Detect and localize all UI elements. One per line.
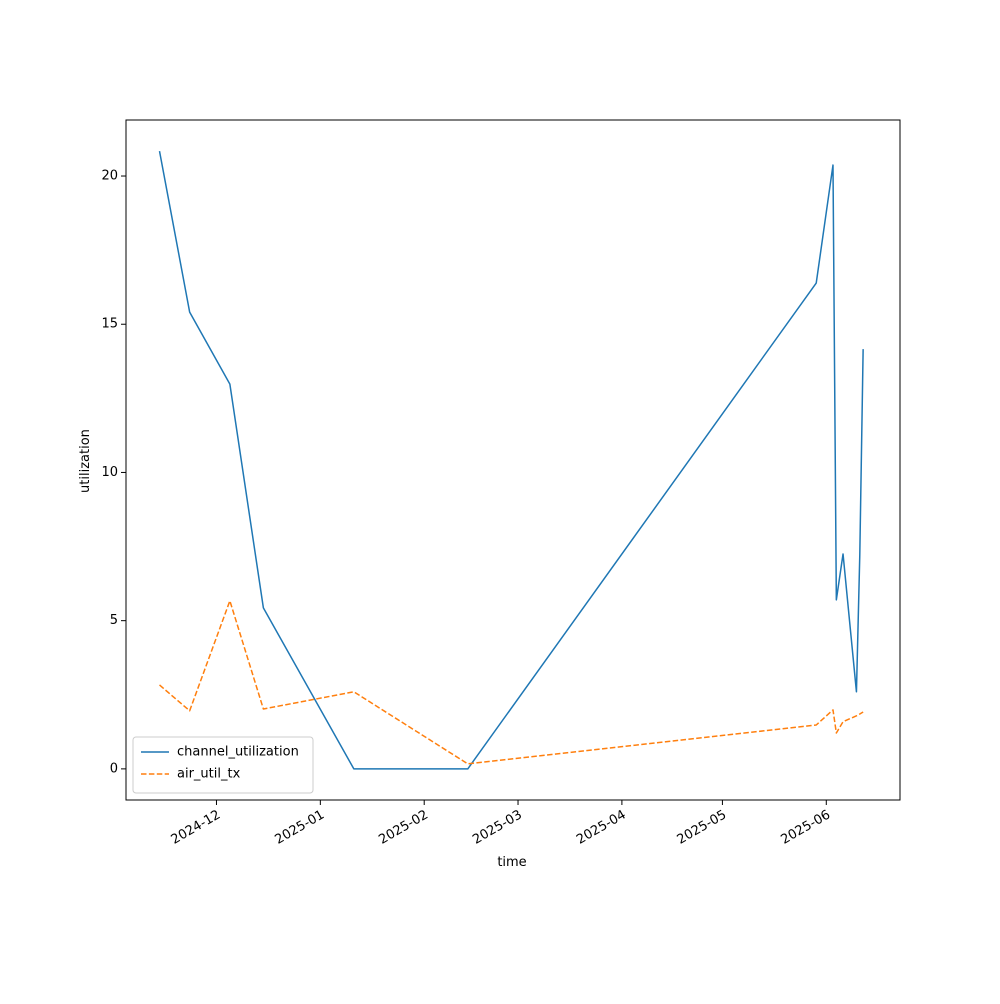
x-tick-label: 2025-02 (376, 808, 431, 848)
y-tick-label: 20 (101, 169, 118, 184)
y-tick-label: 5 (110, 613, 118, 628)
legend-label: air_util_tx (177, 767, 241, 782)
y-tick-label: 0 (110, 761, 118, 776)
x-tick-label: 2025-05 (675, 808, 730, 848)
x-tick-label: 2025-06 (778, 808, 833, 848)
legend-label: channel_utilization (177, 745, 299, 760)
y-tick-label: 10 (101, 465, 118, 480)
legend: channel_utilization air_util_tx (132, 736, 314, 794)
data-line (159, 600, 864, 765)
legend-frame (132, 736, 314, 794)
x-tick-label: 2025-03 (470, 808, 525, 848)
y-tick-label: 15 (101, 317, 118, 332)
plot-frame (125, 119, 901, 801)
x-axis-label: time (497, 855, 526, 870)
data-line (158, 150, 864, 770)
x-tick-label: 2025-01 (273, 808, 328, 848)
y-axis-label: utilization (78, 429, 93, 493)
x-tick-label: 2025-04 (574, 808, 629, 848)
x-tick-label: 2024-12 (169, 808, 224, 848)
